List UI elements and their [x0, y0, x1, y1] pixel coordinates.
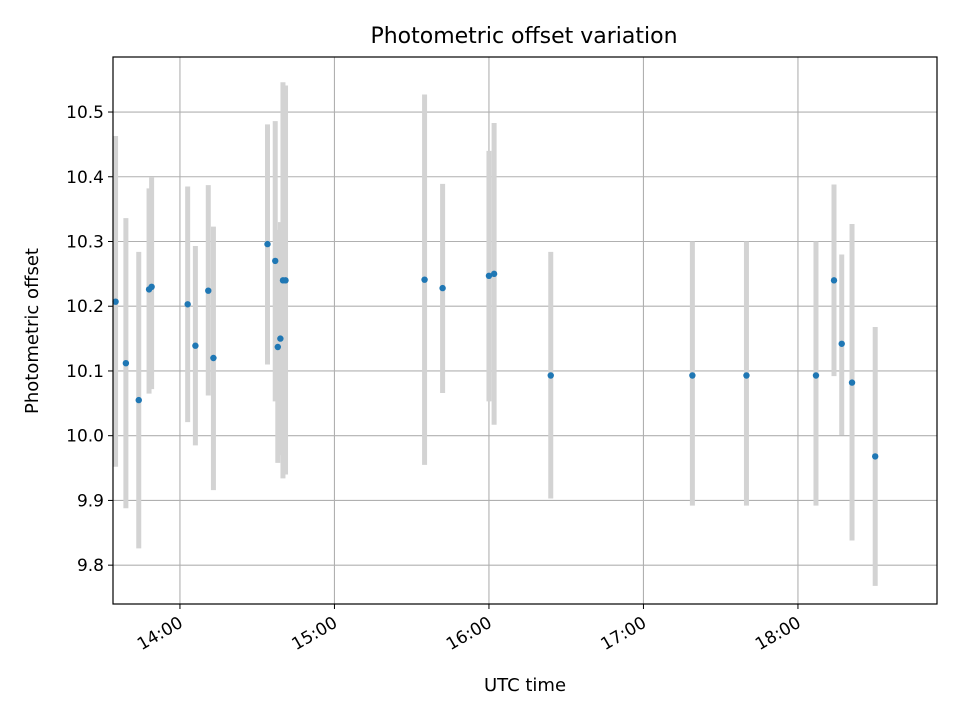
- data-point: [122, 359, 130, 367]
- error-bars: [113, 82, 878, 586]
- x-tick-label: 15:00: [289, 613, 341, 655]
- plot-frame: [112, 56, 938, 605]
- data-point: [490, 270, 498, 278]
- y-tick-label: 9.8: [77, 556, 104, 576]
- chart-title: Photometric offset variation: [370, 24, 677, 49]
- data-point: [689, 372, 696, 379]
- data-point: [848, 379, 856, 386]
- grid: [113, 57, 937, 604]
- data-point: [282, 277, 289, 284]
- x-tick-label: 18:00: [752, 613, 804, 655]
- y-tick-label: 10.5: [66, 103, 104, 123]
- data-point: [192, 342, 199, 349]
- data-point: [272, 257, 279, 265]
- y-tick-label: 10.2: [66, 297, 104, 317]
- data-point: [421, 276, 428, 283]
- data-point: [148, 283, 155, 291]
- data-point: [439, 284, 446, 292]
- data-point: [112, 298, 119, 305]
- x-axis-label: UTC time: [484, 675, 566, 696]
- y-tick-label: 10.1: [66, 362, 104, 382]
- data-point: [812, 372, 820, 379]
- data-point: [485, 272, 493, 279]
- data-points: [112, 240, 879, 460]
- y-axis-label: Photometric offset: [22, 248, 43, 414]
- data-point: [274, 343, 281, 351]
- y-tick-label: 10.0: [66, 427, 104, 447]
- x-tick-label: 17:00: [598, 613, 650, 655]
- data-point: [135, 396, 142, 404]
- data-point: [264, 240, 271, 248]
- y-tick-label: 10.4: [66, 168, 104, 188]
- x-tick-label: 14:00: [134, 613, 186, 655]
- data-point: [210, 354, 217, 362]
- data-point: [277, 335, 284, 342]
- data-point: [830, 277, 838, 284]
- data-point: [184, 301, 191, 308]
- y-tick-label: 10.3: [66, 232, 104, 252]
- data-point: [838, 340, 845, 347]
- y-tick-label: 9.9: [77, 491, 104, 511]
- x-tick-label: 16:00: [443, 613, 495, 655]
- data-point: [743, 372, 750, 379]
- data-point: [547, 372, 554, 379]
- data-point: [205, 287, 212, 294]
- data-point: [872, 453, 879, 460]
